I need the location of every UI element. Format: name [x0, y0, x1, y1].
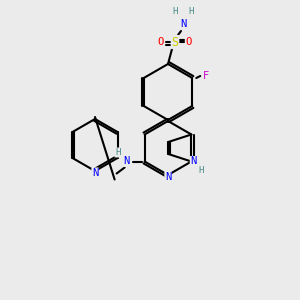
Text: H: H: [188, 8, 194, 16]
Text: H: H: [115, 148, 120, 157]
Text: S: S: [171, 35, 178, 49]
Text: N: N: [165, 172, 171, 182]
Text: H: H: [199, 166, 204, 175]
Text: N: N: [180, 19, 186, 29]
Text: O: O: [186, 37, 192, 47]
Text: O: O: [158, 37, 164, 47]
Text: H: H: [172, 8, 178, 16]
Text: N: N: [124, 157, 130, 166]
Text: N: N: [92, 168, 98, 178]
Text: N: N: [190, 157, 196, 166]
Text: F: F: [203, 71, 209, 81]
